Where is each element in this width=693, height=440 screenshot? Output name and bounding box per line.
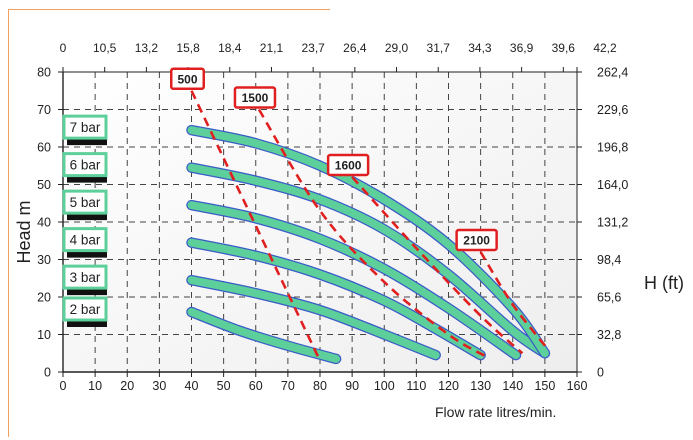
y-tick-label: 0: [44, 366, 51, 380]
x-tick-label: 40: [185, 379, 199, 393]
x-tick-label: 110: [406, 379, 426, 393]
y-tick-label: 10: [37, 328, 51, 342]
y-tick-label: 50: [37, 178, 51, 192]
rpm-label: 2100: [463, 234, 490, 248]
top-tick-label: 42,2: [593, 41, 617, 55]
rpm-label: 500: [177, 72, 197, 86]
decorative-left-rule: [8, 9, 9, 437]
right-tick-label: 196,8: [597, 141, 628, 155]
top-tick-label: 15,8: [176, 41, 200, 55]
label-shadow: [67, 288, 107, 296]
x-tick-label: 50: [217, 379, 231, 393]
top-tick-label: 26,4: [343, 41, 367, 55]
label-shadow: [67, 250, 107, 258]
pressure-curve-6-bar: [187, 163, 549, 358]
right-tick-label: 98,4: [597, 253, 621, 267]
right-tick-label: 65,6: [597, 291, 621, 305]
top-axis-ticks: 0 10,5 13,2 15,8 18,4 21,1 23,7 26,4 29,0 31,7 34,…: [60, 41, 617, 72]
y-tick-label: 30: [37, 253, 51, 267]
right-tick-label: 164,0: [597, 178, 628, 192]
x-tick-label: 120: [438, 379, 459, 393]
y-axis-ticks: 0 10 20 30 40 50 60 70 80: [37, 66, 63, 380]
pressure-label: 6 bar: [70, 158, 101, 173]
top-tick-label: 34,3: [468, 41, 492, 55]
right-axis-ticks: 0 32,8 65,6 98,4 131,2 164,0 196,8 229,6 262,4: [577, 66, 628, 380]
rpm-label-box: [455, 228, 498, 252]
pressure-label: 2 bar: [70, 302, 101, 317]
top-tick-label: 13,2: [135, 41, 159, 55]
y-tick-label: 20: [37, 291, 51, 305]
x-tick-label: 30: [152, 379, 166, 393]
pressure-label-box: [62, 264, 108, 290]
pressure-label-box: [62, 152, 108, 178]
top-tick-label: 39,6: [552, 41, 576, 55]
top-tick-label: 10,5: [93, 41, 117, 55]
top-tick-label: 29,0: [385, 41, 409, 55]
pressure-label-box: [62, 114, 108, 140]
right-tick-label: 32,8: [597, 328, 621, 342]
rpm-line-2100: [479, 251, 550, 351]
pressure-label: 5 bar: [70, 195, 101, 210]
x-tick-label: 10: [88, 379, 102, 393]
x-tick-label: 70: [281, 379, 295, 393]
y-tick-label: 40: [37, 216, 51, 230]
right-tick-label: 229,6: [597, 103, 628, 117]
rpm-line-500: [190, 90, 322, 362]
right-tick-label: 0: [597, 366, 604, 380]
x-tick-label: 130: [470, 379, 491, 393]
rpm-line-1500: [257, 108, 488, 359]
x-tick-label: 90: [345, 379, 359, 393]
label-shadow: [67, 213, 107, 221]
top-tick-label: 21,1: [260, 41, 284, 55]
pressure-label: 3 bar: [70, 270, 101, 285]
rpm-label: 1500: [242, 91, 269, 105]
top-tick-label: 23,7: [301, 41, 325, 55]
pressure-curve-4-bar: [187, 238, 485, 360]
top-tick-label: 0: [60, 41, 67, 55]
label-shadow: [67, 138, 107, 146]
x-tick-label: 100: [374, 379, 395, 393]
pressure-label: 7 bar: [70, 120, 101, 135]
pressure-curve-3-bar: [187, 276, 440, 360]
y-axis-label-right: H (ft): [644, 273, 684, 293]
top-tick-label: 18,4: [218, 41, 242, 55]
x-tick-label: 160: [567, 379, 588, 393]
x-tick-label: 0: [60, 379, 67, 393]
rpm-label-box: [233, 86, 277, 109]
right-tick-label: 131,2: [597, 216, 628, 230]
x-axis-label: Flow rate litres/min.: [435, 404, 556, 420]
rpm-lines: [190, 90, 550, 362]
pressure-curve-7-bar: [187, 126, 549, 358]
rpm-line-1600: [351, 176, 524, 355]
pressure-label-box: [62, 296, 108, 322]
pressure-label-box: [62, 189, 108, 215]
pressure-label: 4 bar: [70, 233, 101, 248]
x-tick-label: 20: [120, 379, 134, 393]
x-tick-label: 80: [313, 379, 327, 393]
rpm-label-box: [326, 153, 370, 177]
top-tick-label: 31,7: [427, 41, 451, 55]
rpm-label: 1600: [335, 159, 362, 173]
x-tick-label: 60: [249, 379, 263, 393]
top-tick-label: 36,9: [510, 41, 534, 55]
x-tick-label: 140: [502, 379, 523, 393]
right-tick-label: 262,4: [597, 66, 628, 80]
x-axis-ticks: 0 10 20 30 40 50 60 70 80 90 100 110 120 130 140 150 160: [60, 372, 588, 393]
label-shadow: [67, 320, 107, 327]
y-axis-label-left: Head m: [14, 200, 34, 263]
y-tick-label: 60: [37, 141, 51, 155]
grid-lines: [63, 72, 577, 372]
pressure-label-box: [62, 227, 108, 253]
rpm-label-box: [170, 67, 205, 90]
curve-labels: 2 bar 3 bar 4 bar 5 bar 6 bar 7 bar 500 1500 160…: [62, 67, 498, 327]
y-tick-label: 80: [37, 66, 51, 80]
label-shadow: [67, 175, 107, 183]
decorative-top-rule: [8, 9, 330, 10]
y-tick-label: 70: [37, 103, 51, 117]
pressure-curve-2-bar: [187, 308, 341, 363]
x-tick-label: 150: [534, 379, 555, 393]
